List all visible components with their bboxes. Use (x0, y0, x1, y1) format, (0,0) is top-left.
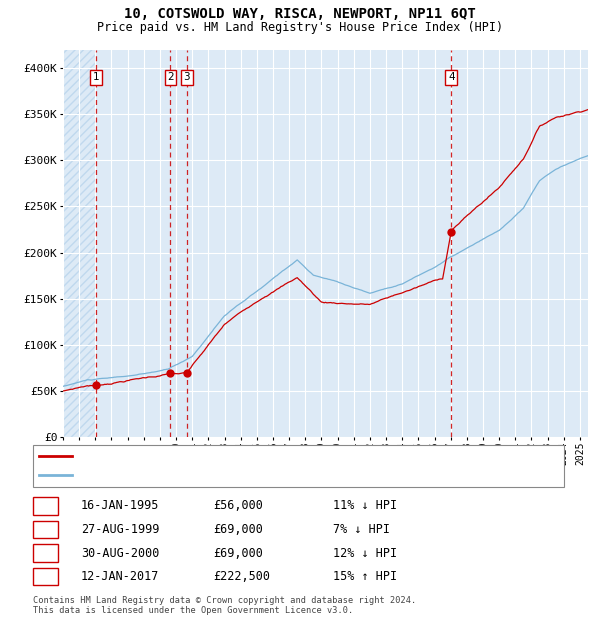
Text: 10, COTSWOLD WAY, RISCA, NEWPORT, NP11 6QT: 10, COTSWOLD WAY, RISCA, NEWPORT, NP11 6… (124, 7, 476, 22)
Text: 2: 2 (42, 523, 49, 536)
Text: 7% ↓ HPI: 7% ↓ HPI (333, 523, 390, 536)
Text: 2: 2 (167, 73, 174, 82)
Text: 12-JAN-2017: 12-JAN-2017 (81, 570, 160, 583)
Bar (63, 50, 96, 437)
Text: 30-AUG-2000: 30-AUG-2000 (81, 547, 160, 559)
Text: £69,000: £69,000 (213, 547, 263, 559)
Text: £222,500: £222,500 (213, 570, 270, 583)
Bar (63, 50, 96, 437)
Text: 1: 1 (92, 73, 99, 82)
Text: 11% ↓ HPI: 11% ↓ HPI (333, 500, 397, 512)
Text: 10, COTSWOLD WAY, RISCA, NEWPORT, NP11 6QT (detached house): 10, COTSWOLD WAY, RISCA, NEWPORT, NP11 6… (78, 451, 447, 461)
Text: 3: 3 (184, 73, 190, 82)
Text: 12% ↓ HPI: 12% ↓ HPI (333, 547, 397, 559)
Text: 4: 4 (448, 73, 455, 82)
Text: Contains HM Land Registry data © Crown copyright and database right 2024.
This d: Contains HM Land Registry data © Crown c… (33, 596, 416, 615)
Text: 16-JAN-1995: 16-JAN-1995 (81, 500, 160, 512)
Text: 1: 1 (42, 500, 49, 512)
Text: 15% ↑ HPI: 15% ↑ HPI (333, 570, 397, 583)
Text: £56,000: £56,000 (213, 500, 263, 512)
Text: HPI: Average price, detached house, Caerphilly: HPI: Average price, detached house, Caer… (78, 470, 365, 480)
Text: £69,000: £69,000 (213, 523, 263, 536)
Text: 4: 4 (42, 570, 49, 583)
Text: 27-AUG-1999: 27-AUG-1999 (81, 523, 160, 536)
Text: Price paid vs. HM Land Registry's House Price Index (HPI): Price paid vs. HM Land Registry's House … (97, 21, 503, 34)
Text: 3: 3 (42, 547, 49, 559)
